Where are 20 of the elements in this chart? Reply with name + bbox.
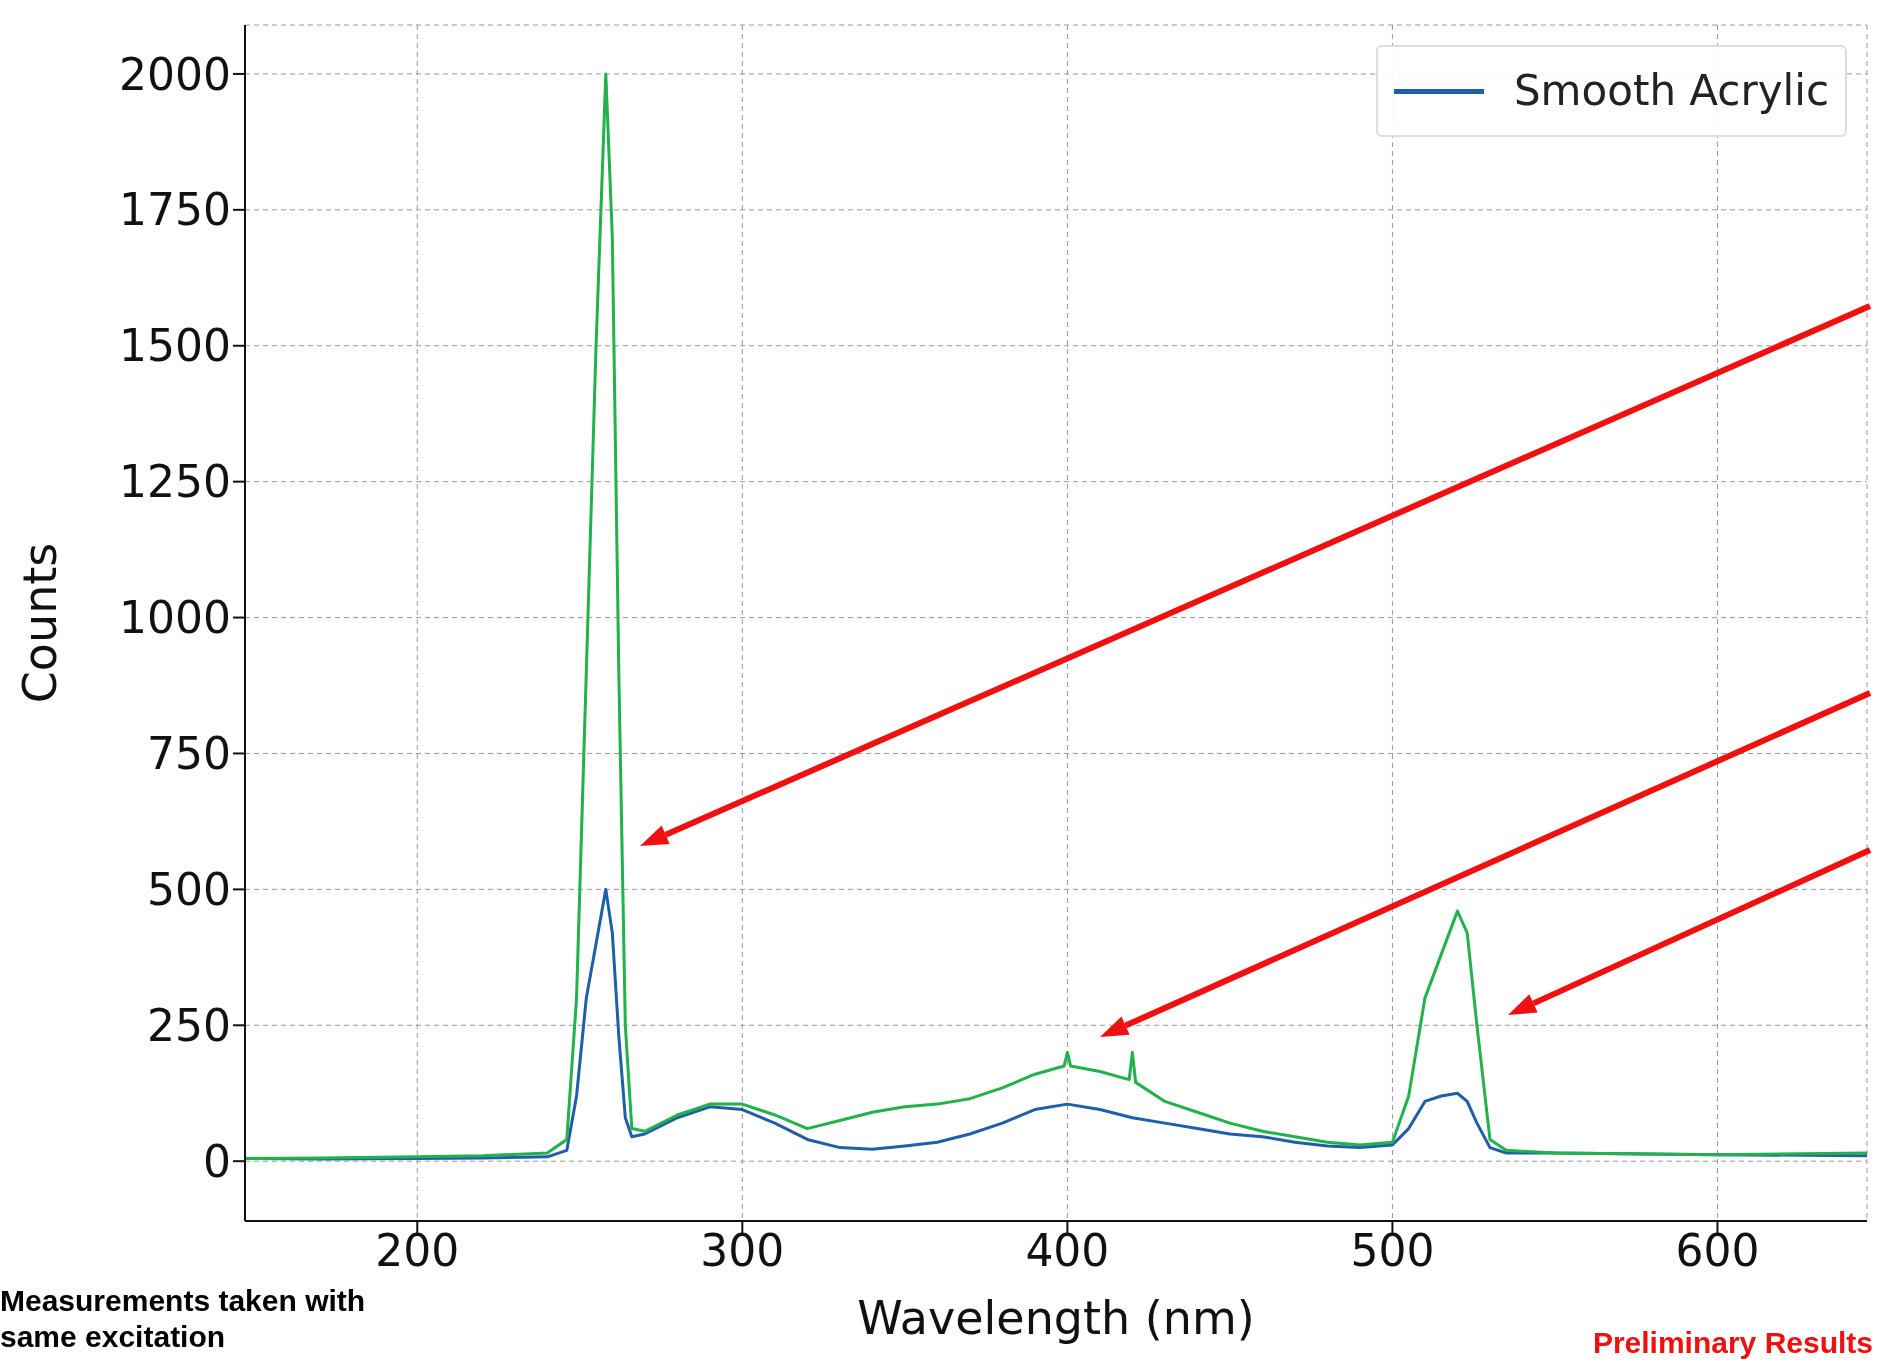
line-series bbox=[245, 72, 1867, 1160]
y-tick-label: 750 bbox=[147, 728, 231, 780]
y-axis-title: Counts bbox=[13, 542, 68, 704]
y-tick-label: 500 bbox=[147, 864, 231, 915]
x-tick-label: 400 bbox=[1025, 1225, 1110, 1277]
y-tick-label: 1250 bbox=[119, 456, 231, 508]
y-tick-label: 250 bbox=[147, 999, 231, 1051]
x-tick-label: 300 bbox=[700, 1225, 785, 1277]
x-tick-label: 200 bbox=[375, 1225, 460, 1277]
text: Measurements taken with same excitation bbox=[0, 1283, 367, 1355]
legend-label: Smooth Acrylic bbox=[1513, 65, 1829, 117]
text: Preliminary Results bbox=[1592, 1326, 1873, 1360]
y-tick-label: 1750 bbox=[119, 184, 231, 236]
x-tick-label: 600 bbox=[1675, 1225, 1760, 1277]
x-tick-label: 500 bbox=[1350, 1225, 1435, 1277]
y-tick-label: 2000 bbox=[119, 48, 231, 100]
y-tick-label: 1000 bbox=[119, 592, 231, 644]
y-tick-label: 1500 bbox=[119, 320, 231, 372]
x-axis-title: Wavelength (nm) bbox=[857, 1291, 1255, 1345]
y-tick-label: 0 bbox=[203, 1135, 231, 1187]
